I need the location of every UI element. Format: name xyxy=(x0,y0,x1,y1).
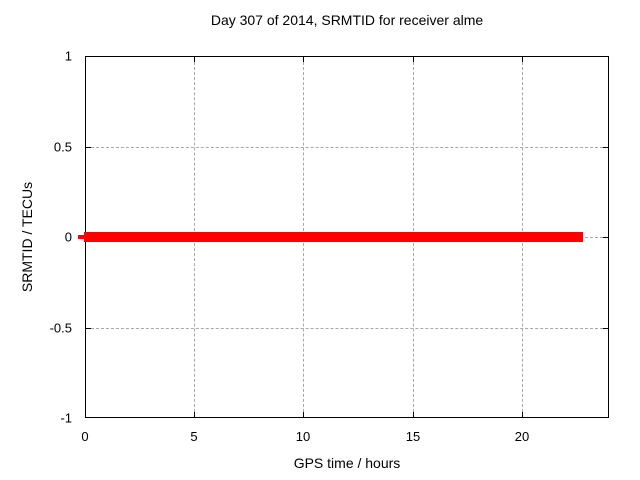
x-tick-mark-bottom xyxy=(522,412,523,417)
x-axis-label: GPS time / hours xyxy=(293,455,401,471)
x-tick-label: 10 xyxy=(295,429,311,444)
x-tick-mark-top xyxy=(303,57,304,62)
y-tick-mark-right xyxy=(603,328,608,329)
chart-title: Day 307 of 2014, SRMTID for receiver alm… xyxy=(210,12,484,28)
series-line-srmtid xyxy=(84,232,583,242)
series-line-start-cap xyxy=(78,235,84,239)
x-tick-mark-top xyxy=(413,57,414,62)
y-tick-mark-left xyxy=(86,147,91,148)
x-tick-label: 15 xyxy=(405,429,421,444)
y-tick-mark-left xyxy=(86,328,91,329)
y-gridline xyxy=(86,328,608,329)
x-tick-label: 20 xyxy=(514,429,530,444)
x-tick-label: 0 xyxy=(81,429,89,444)
x-tick-mark-bottom xyxy=(413,412,414,417)
y-gridline xyxy=(86,147,608,148)
x-tick-mark-top xyxy=(522,57,523,62)
x-tick-mark-bottom xyxy=(194,412,195,417)
y-tick-mark-right xyxy=(603,147,608,148)
y-tick-label: -0.5 xyxy=(49,320,72,336)
x-tick-label: 5 xyxy=(190,429,198,444)
y-tick-label: 0.5 xyxy=(53,139,72,155)
y-tick-label: 1 xyxy=(64,48,72,64)
y-tick-label: 0 xyxy=(64,229,72,245)
x-tick-mark-bottom xyxy=(303,412,304,417)
x-tick-mark-top xyxy=(194,57,195,62)
y-tick-label: -1 xyxy=(60,410,72,426)
y-tick-mark-right xyxy=(603,237,608,238)
